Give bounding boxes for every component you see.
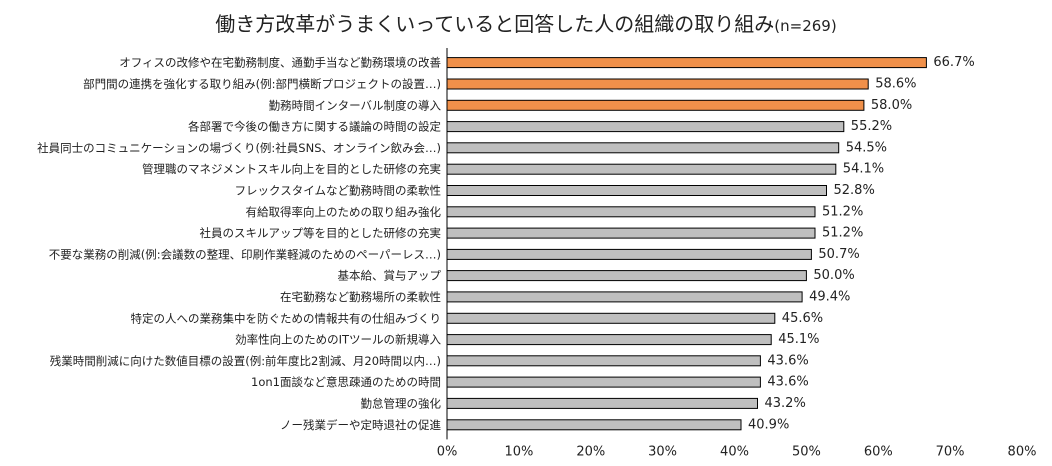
category-label: 社員のスキルアップ等を目的とした研修の充実 [200, 226, 442, 240]
data-label: 52.8% [834, 183, 875, 198]
bar [446, 185, 827, 196]
bar [446, 376, 761, 388]
x-tick-label: 70% [936, 444, 965, 459]
bar [446, 163, 837, 175]
category-label: オフィスの改修や在宅勤務制度、通勤手当など勤務環境の改善 [119, 56, 441, 70]
category-label: 社員同士のコミュニケーションの場づくり(例:社員SNS、オンライン飲み会…) [37, 141, 441, 155]
x-tick-label: 40% [720, 444, 749, 459]
data-label: 43.6% [767, 375, 808, 390]
category-label: 在宅勤務など勤務場所の柔軟性 [280, 290, 441, 304]
category-label: 効率性向上のためのITツールの新規導入 [235, 333, 441, 347]
data-label: 45.1% [778, 332, 819, 347]
bar [446, 206, 816, 218]
data-label: 58.0% [871, 98, 912, 113]
data-label: 51.2% [822, 204, 863, 219]
category-label: 勤怠管理の強化 [361, 396, 442, 410]
data-label: 45.6% [782, 311, 823, 326]
category-label: 1on1面談など意思疎通のための時間 [251, 375, 441, 389]
chart-title: 働き方改革がうまくいっていると回答した人の組織の取り組み(n=269) [0, 8, 1052, 37]
bar [446, 312, 776, 324]
x-tick-label: 80% [1008, 444, 1037, 459]
category-label: 不要な業務の削減(例:会議数の整理、印刷作業軽減のためのペーパーレス…) [49, 247, 441, 261]
chart-subtitle: (n=269) [774, 17, 837, 35]
category-label: ノー残業デーや定時退社の促進 [280, 418, 441, 432]
category-label: 有給取得率向上のための取り組み強化 [246, 205, 442, 219]
bar [446, 227, 816, 239]
bar [446, 248, 812, 260]
data-label: 50.0% [813, 268, 854, 283]
bar [446, 270, 807, 282]
data-label: 54.5% [846, 140, 887, 155]
data-label: 49.4% [809, 289, 850, 304]
category-label: 基本給、賞与アップ [338, 269, 442, 283]
bar [446, 78, 869, 90]
bar [446, 121, 845, 133]
bar [446, 334, 772, 346]
bar [446, 57, 927, 69]
x-tick-label: 20% [576, 444, 605, 459]
x-tick-label: 60% [864, 444, 893, 459]
data-label: 55.2% [851, 119, 892, 134]
bar [446, 397, 758, 409]
bar [446, 142, 840, 154]
category-label: 各部署で今後の働き方に関する議論の時間の設定 [188, 120, 441, 134]
x-tick-label: 30% [648, 444, 677, 459]
category-label: 特定の人への業務集中を防ぐための情報共有の仕組みづくり [131, 311, 442, 325]
data-label: 40.9% [748, 417, 789, 432]
bar [446, 355, 761, 367]
data-label: 58.6% [875, 76, 916, 91]
plot-area: オフィスの改修や在宅勤務制度、通勤手当など勤務環境の改善 66.7% 部門間の連携を… [37, 48, 1036, 459]
data-label: 43.6% [767, 353, 808, 368]
bar [446, 99, 865, 111]
category-label: 勤務時間インターバル制度の導入 [269, 98, 442, 112]
chart-title-text: 働き方改革がうまくいっていると回答した人の組織の取り組み [215, 12, 775, 36]
data-label: 54.1% [843, 162, 884, 177]
x-tick-label: 0% [437, 444, 458, 459]
data-label: 66.7% [933, 55, 974, 70]
category-label: フレックスタイムなど勤務時間の柔軟性 [235, 183, 441, 197]
category-label: 部門間の連携を強化する取り組み(例:部門横断プロジェクトの設置…) [83, 77, 441, 91]
data-label: 43.2% [765, 396, 806, 411]
bar [446, 419, 742, 431]
x-tick-label: 50% [792, 444, 821, 459]
category-label: 残業時間削減に向けた数値目標の設置(例:前年度比2割減、月20時間以内…) [50, 354, 441, 368]
data-label: 51.2% [822, 226, 863, 241]
x-tick-label: 10% [504, 444, 533, 459]
data-label: 50.7% [818, 247, 859, 262]
bar [446, 291, 803, 303]
category-label: 管理職のマネジメントスキル向上を目的とした研修の充実 [142, 162, 441, 176]
